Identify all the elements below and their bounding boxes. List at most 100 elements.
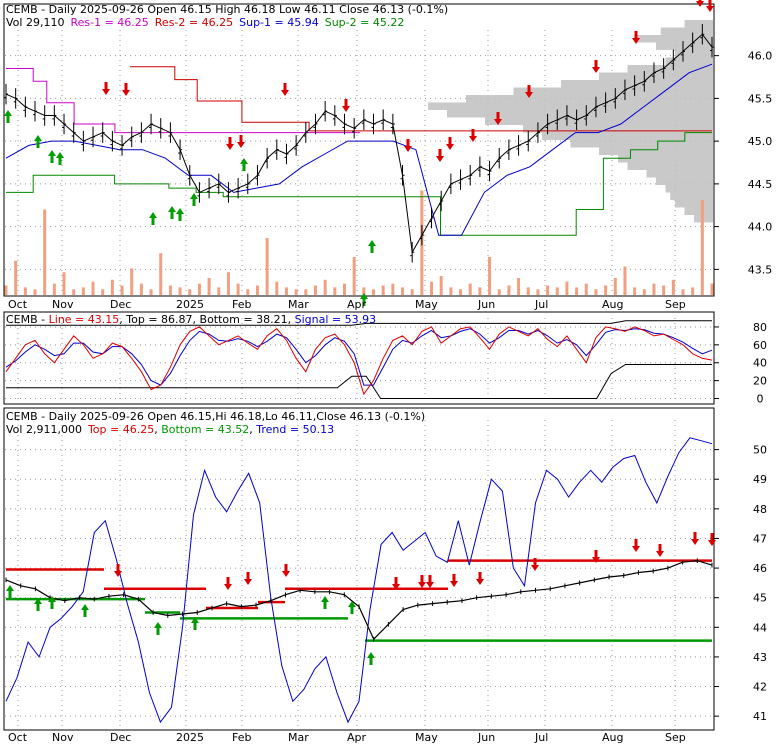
volume-bar [236,283,240,295]
price-close-line [5,33,713,254]
volume-bar [497,289,501,295]
y-tick-label: 0 [757,393,764,406]
volume-bar [671,279,675,295]
down-signal-arrow [592,550,600,563]
volume-profile-bar [513,87,713,95]
x-tick-label: 2025 [176,298,204,311]
down-signal-arrow [281,83,289,96]
price-y-axis: 46.0 45.5 45.0 44.5 44.0 43.5 [714,50,773,276]
volume-bar [197,283,201,295]
volume-bar [575,287,579,295]
down-signal-arrow [476,572,484,585]
volume-profile-bar [599,147,713,155]
down-signal-arrow [592,60,600,73]
x-tick-label: Nov [52,731,74,744]
volume-bar [101,289,105,295]
up-signal-arrow [154,622,162,635]
volume-bar [333,287,337,295]
volume-profile-bar [646,170,713,178]
volume-bar [652,283,656,295]
price-header-line1: CEMB - Daily 2025-09-26 Open 46.15 High … [6,3,448,16]
price-volume-profile [428,20,713,223]
up-signal-arrow [48,596,56,609]
volume-bar [536,289,540,295]
volume-bar [613,277,617,295]
y-tick-label: 41 [753,710,767,723]
support-1-line [5,63,713,236]
y-tick-label: 48 [753,503,767,516]
volume-profile-bar [637,35,713,43]
volume-bar [304,289,308,295]
volume-bar [352,257,356,295]
volume-profile-bar [627,65,713,73]
volume-bar [410,289,414,295]
x-tick-label: Feb [232,298,251,311]
volume-bar [604,285,608,295]
up-signal-arrow [81,604,89,617]
x-tick-label: Jul [534,298,548,311]
stochastic-line [5,326,713,396]
volume-bar [401,287,405,295]
volume-bar [633,287,637,295]
down-signal-arrow [404,139,412,152]
volume-bar [255,285,259,295]
volume-bar [91,281,95,295]
volume-bar [265,238,269,295]
volume-bar [159,253,163,295]
resistance-2-line [130,66,712,132]
up-signal-arrow [176,208,184,221]
down-signal-arrow [632,539,640,552]
x-tick-label: Dec [110,298,131,311]
y-tick-label: 50 [753,444,767,457]
volume-profile-bar [570,140,713,148]
y-tick-label: 46 [753,562,767,575]
volume-bar [526,287,530,295]
volume-bar [52,283,56,295]
volume-bar [178,287,182,295]
up-signal-arrow [6,585,14,598]
down-signal-arrow [224,577,232,590]
up-signal-arrow [149,212,157,225]
up-signal-arrow [191,617,199,630]
volume-bar [130,268,134,295]
volume-profile-bar [656,42,713,50]
down-signal-arrow [436,149,444,162]
up-signal-arrow [34,598,42,611]
volume-bar [449,287,453,295]
up-signal-arrow [368,240,376,253]
up-signal-arrow [56,152,64,165]
y-tick-label: 40 [753,357,767,370]
x-tick-label: Oct [8,298,28,311]
y-tick-label: 43 [753,651,767,664]
trend-y-axis: 50 49 48 47 46 45 44 43 42 41 [714,444,767,723]
down-signal-arrow [494,112,502,125]
x-tick-label: Aug [602,298,623,311]
volume-profile-bar [660,27,713,35]
volume-bar [62,272,66,295]
up-signal-arrow [321,596,329,609]
volume-bar [139,283,143,295]
up-signal-arrow [168,206,176,219]
volume-bar [14,260,18,295]
trend-header-line1: CEMB - Daily 2025-09-26 Open 46.15,Hi 46… [6,410,425,423]
y-tick-label: 44.5 [748,178,773,191]
volume-bar [110,279,114,295]
volume-profile-bar [656,177,713,185]
volume-bar [391,283,395,295]
volume-bar [294,289,298,295]
stochastic-y-axis: 80 60 40 20 0 [714,321,767,406]
volume-bar [149,289,153,295]
volume-bar [217,287,221,295]
volume-bar [691,287,695,295]
y-tick-label: 46.0 [748,50,773,63]
resistance-1-line [6,68,360,134]
down-signal-arrow [706,0,714,12]
x-tick-label: Sep [665,731,686,744]
volume-profile-bar [428,102,713,110]
top-band-line [6,320,712,326]
volume-profile-bar [618,155,713,163]
volume-bar [81,287,85,295]
volume-profile-bar [599,72,713,80]
down-signal-arrow [525,85,533,98]
